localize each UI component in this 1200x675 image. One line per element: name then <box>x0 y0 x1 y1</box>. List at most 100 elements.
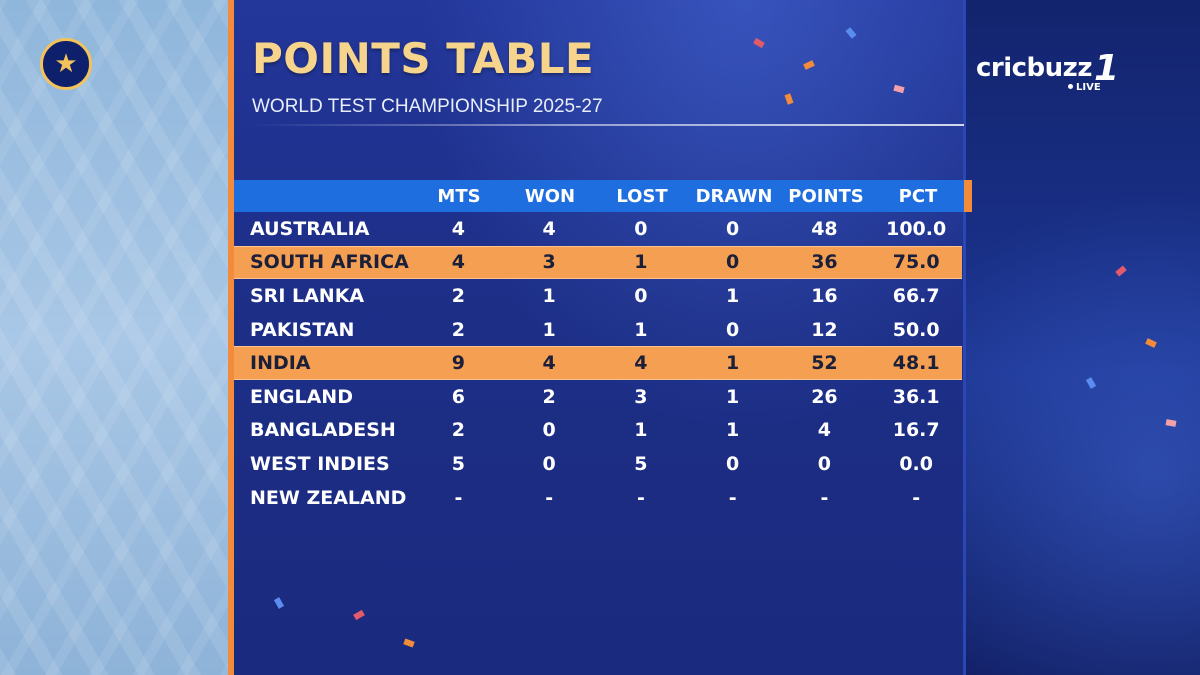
table-row: ENGLAND 6 2 3 1 26 36.1 <box>234 380 962 414</box>
right-decorative-panel <box>966 0 1200 675</box>
table-body: AUSTRALIA 4 4 0 0 48 1 0 0.0 SOUTH AFRICA 4 3 1 0 36 75… <box>234 212 972 514</box>
cell-team: BANGLADESH <box>250 419 396 442</box>
cell-team: ENGLAND <box>250 385 353 408</box>
table-row: SRI LANKA 2 1 0 1 16 66.7 <box>234 279 962 313</box>
cell-pct: 75.0 <box>892 251 940 274</box>
cell-won: 3 <box>542 251 556 274</box>
cell-lost: 4 <box>634 352 648 375</box>
page-subtitle: WORLD TEST CHAMPIONSHIP 2025-27 <box>252 96 603 117</box>
table-row: BANGLADESH 2 0 1 1 4 16.7 <box>234 414 962 448</box>
cell-team: AUSTRALIA <box>250 217 370 240</box>
cell-drawn: 1 <box>726 419 740 442</box>
cell-drawn: 1 <box>726 385 740 408</box>
cell-pct: 50.0 <box>892 318 940 341</box>
cell-pct: 16.7 <box>892 419 940 442</box>
cell-mts: 4 <box>451 217 466 240</box>
live-badge: LIVE <box>1068 82 1101 93</box>
cell-won: 4 <box>542 352 556 375</box>
cell-lost: 0 <box>634 217 648 240</box>
left-decorative-panel <box>0 0 232 675</box>
cell-mts: 2 <box>451 284 466 307</box>
cell-pct: 36.1 <box>892 385 940 408</box>
confetti <box>893 84 905 94</box>
header-won: WON <box>524 185 576 207</box>
points-board <box>234 0 963 675</box>
cell-pct: 66.7 <box>892 284 940 307</box>
cell-lost: 1 <box>634 318 648 341</box>
confetti <box>784 93 794 105</box>
cell-drawn: 0 <box>726 452 740 475</box>
cell-mts: 4 <box>451 251 466 274</box>
board-emblem-icon: ★ <box>40 38 92 90</box>
cell-points: - <box>820 486 829 509</box>
header-points: POINTS <box>788 185 864 207</box>
cell-won: - <box>545 486 554 509</box>
cell-points: 0 <box>817 452 832 475</box>
cell-drawn: 0 <box>726 217 740 240</box>
cell-lost: 5 <box>634 452 648 475</box>
header-lost: LOST <box>616 185 668 207</box>
cell-team: SOUTH AFRICA <box>250 251 409 274</box>
confetti <box>753 37 765 49</box>
points-table: MTS WON LOST DRAWN POINTS PCT AUSTRALIA 4… <box>234 180 972 514</box>
confetti <box>273 597 285 609</box>
cell-won: 4 <box>542 217 556 240</box>
cell-drawn: 1 <box>726 284 740 307</box>
cell-won: 1 <box>542 318 556 341</box>
cell-won: 2 <box>542 385 556 408</box>
cell-points: 48 <box>811 217 838 240</box>
confetti <box>1115 265 1127 277</box>
confetti <box>1165 419 1177 427</box>
cell-mts: 9 <box>451 352 466 375</box>
brand-name: cricbuzz <box>976 53 1092 83</box>
header-pct: PCT <box>898 185 938 207</box>
cell-mts: - <box>454 486 463 509</box>
brand-number: 1 <box>1093 48 1120 89</box>
cell-won: 0 <box>542 452 556 475</box>
header-drawn: DRAWN <box>695 185 773 207</box>
cell-drawn: 0 <box>726 318 740 341</box>
cell-points: 16 <box>811 284 838 307</box>
cell-team: SRI LANKA <box>250 284 365 307</box>
cell-drawn: 1 <box>726 352 740 375</box>
cell-lost: 3 <box>634 385 648 408</box>
cell-points: 4 <box>817 419 832 442</box>
confetti <box>803 60 815 70</box>
cell-drawn: - <box>728 486 737 509</box>
cell-pct: - <box>912 486 921 509</box>
cell-lost: 1 <box>634 419 648 442</box>
cell-lost: 1 <box>634 251 648 274</box>
cell-team: NEW ZEALAND <box>250 486 407 509</box>
cell-points: 36 <box>811 251 838 274</box>
header-mts: MTS <box>437 185 481 207</box>
cell-points: 52 <box>811 352 838 375</box>
confetti <box>845 27 857 39</box>
page-title: POINTS TABLE <box>252 34 595 83</box>
table-row: PAKISTAN 2 1 1 0 12 50.0 <box>234 313 962 347</box>
cell-mts: 2 <box>451 419 466 442</box>
cell-lost: - <box>636 486 645 509</box>
right-accent-stripe <box>963 0 967 675</box>
cell-pct: 0.0 <box>899 452 933 475</box>
cell-team: INDIA <box>250 352 311 375</box>
live-dot-icon <box>1068 84 1073 89</box>
cell-won: 0 <box>542 419 556 442</box>
table-row: INDIA 9 4 4 1 52 48.1 <box>234 346 962 380</box>
brand-logo: cricbuzz1 LIVE <box>976 48 1136 93</box>
star-icon: ★ <box>54 49 78 79</box>
cell-points: 12 <box>811 318 838 341</box>
cell-won: 1 <box>542 284 556 307</box>
cell-points: 26 <box>811 385 838 408</box>
cell-drawn: 0 <box>726 251 740 274</box>
left-accent-stripe <box>228 0 234 675</box>
confetti <box>353 609 365 621</box>
table-row: NEW ZEALAND - - - - - - <box>234 481 962 515</box>
confetti <box>1085 377 1097 389</box>
cell-team: WEST INDIES <box>250 452 390 475</box>
table-row: SOUTH AFRICA 4 3 1 0 36 75.0 <box>234 245 962 280</box>
title-divider <box>252 124 964 126</box>
table-row: AUSTRALIA 4 4 0 0 48 100.0 <box>234 212 962 246</box>
cell-mts: 5 <box>451 452 466 475</box>
confetti <box>403 638 415 648</box>
confetti <box>1145 338 1157 348</box>
